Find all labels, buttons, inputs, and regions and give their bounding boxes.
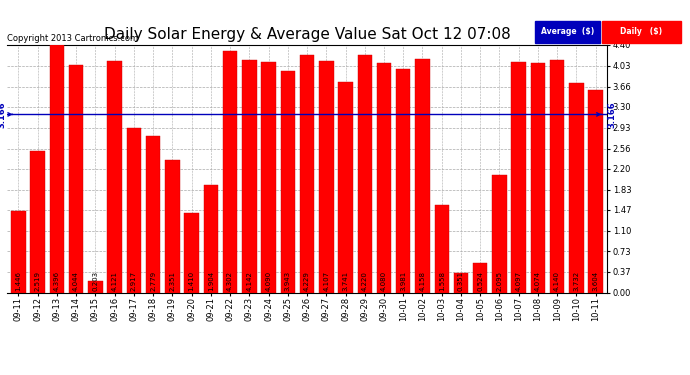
Text: 3.604: 3.604 [593, 271, 599, 291]
Text: 4.229: 4.229 [304, 272, 310, 291]
Text: 2.779: 2.779 [150, 271, 156, 291]
Bar [184, 213, 199, 292]
Text: 4.140: 4.140 [554, 272, 560, 291]
Text: 4.107: 4.107 [324, 271, 329, 291]
Bar [415, 58, 430, 292]
Bar [396, 69, 411, 292]
Bar [204, 185, 218, 292]
Bar [108, 61, 122, 292]
Bar [242, 60, 257, 292]
Text: 4.097: 4.097 [515, 271, 522, 291]
Bar [531, 63, 545, 292]
Text: 4.074: 4.074 [535, 272, 541, 291]
Bar [165, 160, 179, 292]
Title: Daily Solar Energy & Average Value Sat Oct 12 07:08: Daily Solar Energy & Average Value Sat O… [104, 27, 511, 42]
Text: 2.351: 2.351 [169, 272, 175, 291]
Bar [319, 62, 333, 292]
Bar [50, 45, 64, 292]
Text: 0.351: 0.351 [458, 271, 464, 291]
Bar [589, 90, 603, 292]
Bar [146, 136, 160, 292]
Text: 2.917: 2.917 [131, 271, 137, 291]
Bar [338, 82, 353, 292]
Text: 4.142: 4.142 [246, 272, 253, 291]
Bar [281, 71, 295, 292]
Bar [11, 211, 26, 292]
Text: 2.519: 2.519 [34, 272, 41, 291]
Text: 4.121: 4.121 [112, 272, 118, 291]
Bar [30, 151, 45, 292]
Text: 0.524: 0.524 [477, 272, 483, 291]
Text: 4.302: 4.302 [227, 272, 233, 291]
Bar [377, 63, 391, 292]
Text: 4.090: 4.090 [266, 271, 272, 291]
Text: Copyright 2013 Cartronics.com: Copyright 2013 Cartronics.com [7, 34, 138, 43]
Text: 3.741: 3.741 [342, 271, 348, 291]
Text: Average  ($): Average ($) [541, 27, 594, 36]
Bar [473, 263, 487, 292]
Text: 3.166: 3.166 [0, 101, 7, 128]
Text: 3.166: 3.166 [607, 101, 616, 128]
Text: 1.558: 1.558 [439, 272, 445, 291]
Text: 4.220: 4.220 [362, 272, 368, 291]
Text: 4.396: 4.396 [54, 271, 60, 291]
Bar [550, 60, 564, 292]
Bar [492, 175, 506, 292]
Bar [127, 128, 141, 292]
Bar [262, 62, 276, 292]
Text: 1.904: 1.904 [208, 271, 214, 291]
Text: 4.080: 4.080 [381, 271, 387, 291]
Bar [223, 51, 237, 292]
Bar [435, 205, 449, 292]
Text: Daily   ($): Daily ($) [620, 27, 662, 36]
Text: 3.981: 3.981 [400, 271, 406, 291]
Text: 1.410: 1.410 [188, 271, 195, 291]
Bar [454, 273, 469, 292]
Text: 4.044: 4.044 [73, 272, 79, 291]
Bar [300, 55, 314, 292]
Bar [69, 65, 83, 292]
Bar [357, 55, 372, 292]
Text: 2.095: 2.095 [496, 272, 502, 291]
Text: 3.732: 3.732 [573, 271, 580, 291]
Text: 1.446: 1.446 [15, 272, 21, 291]
Text: 3.943: 3.943 [285, 271, 290, 291]
Bar [511, 62, 526, 292]
Text: 4.158: 4.158 [420, 272, 426, 291]
Bar [569, 82, 584, 292]
Text: 0.203: 0.203 [92, 271, 99, 291]
Bar [88, 281, 103, 292]
